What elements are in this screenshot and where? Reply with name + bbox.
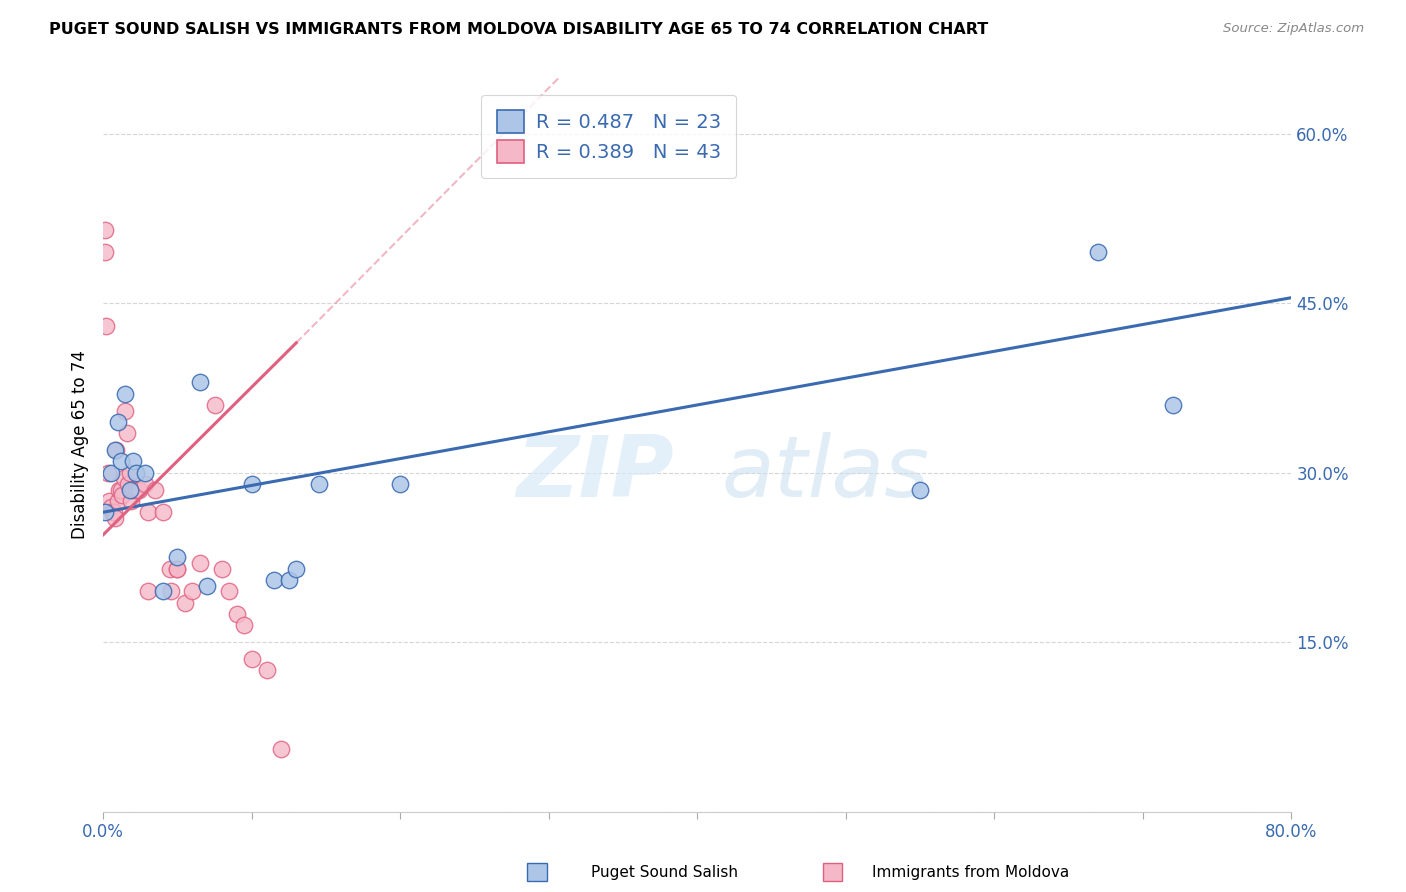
Point: [908, 483, 931, 497]
Point: [128, 483, 150, 497]
Point: [160, 584, 183, 599]
Point: [173, 596, 195, 610]
Point: [100, 466, 122, 480]
Point: [166, 550, 188, 565]
Point: [112, 471, 135, 485]
Point: [211, 562, 233, 576]
Text: Puget Sound Salish: Puget Sound Salish: [591, 865, 738, 880]
Point: [108, 483, 131, 497]
Point: [118, 466, 141, 480]
Point: [120, 494, 142, 508]
Text: Source: ZipAtlas.com: Source: ZipAtlas.com: [1223, 22, 1364, 36]
Point: [125, 483, 148, 497]
Point: [105, 443, 128, 458]
Point: [111, 488, 134, 502]
Point: [97, 466, 120, 480]
Point: [1161, 398, 1184, 412]
Point: [166, 562, 188, 576]
Point: [233, 618, 256, 632]
Point: [134, 477, 156, 491]
Point: [136, 584, 159, 599]
Point: [100, 500, 122, 514]
Text: ZIP: ZIP: [516, 433, 673, 516]
Legend: R = 0.487   N = 23, R = 0.389   N = 43: R = 0.487 N = 23, R = 0.389 N = 43: [481, 95, 737, 178]
Point: [152, 584, 174, 599]
Point: [118, 483, 141, 497]
Point: [195, 579, 218, 593]
Point: [121, 483, 143, 497]
Point: [114, 403, 136, 417]
Point: [125, 466, 148, 480]
Point: [240, 477, 263, 491]
Point: [188, 376, 211, 390]
Point: [240, 652, 263, 666]
Point: [218, 584, 240, 599]
Point: [107, 415, 129, 429]
Point: [166, 562, 188, 576]
Point: [263, 573, 285, 587]
Point: [256, 664, 278, 678]
Point: [94, 318, 117, 333]
Text: Immigrants from Moldova: Immigrants from Moldova: [872, 865, 1069, 880]
Point: [114, 386, 136, 401]
Point: [110, 454, 132, 468]
Point: [1087, 245, 1109, 260]
Y-axis label: Disability Age 65 to 74: Disability Age 65 to 74: [72, 350, 89, 539]
Point: [93, 245, 115, 260]
Point: [277, 573, 299, 587]
Point: [103, 505, 125, 519]
Point: [93, 505, 115, 519]
Point: [204, 398, 226, 412]
Point: [308, 477, 330, 491]
Point: [115, 426, 138, 441]
Point: [285, 562, 308, 576]
Point: [93, 223, 115, 237]
Point: [110, 483, 132, 497]
Point: [188, 556, 211, 570]
Point: [104, 443, 127, 458]
Point: [136, 505, 159, 519]
Point: [152, 505, 174, 519]
Point: [104, 511, 127, 525]
Text: atlas: atlas: [721, 433, 929, 516]
Point: [121, 454, 143, 468]
Point: [143, 483, 166, 497]
Point: [225, 607, 247, 621]
Point: [159, 562, 181, 576]
Point: [107, 494, 129, 508]
Point: [117, 477, 139, 491]
Text: PUGET SOUND SALISH VS IMMIGRANTS FROM MOLDOVA DISABILITY AGE 65 TO 74 CORRELATIO: PUGET SOUND SALISH VS IMMIGRANTS FROM MO…: [49, 22, 988, 37]
Point: [389, 477, 412, 491]
Point: [98, 494, 121, 508]
Point: [101, 505, 124, 519]
Point: [134, 466, 156, 480]
Point: [270, 742, 292, 756]
Point: [181, 584, 204, 599]
